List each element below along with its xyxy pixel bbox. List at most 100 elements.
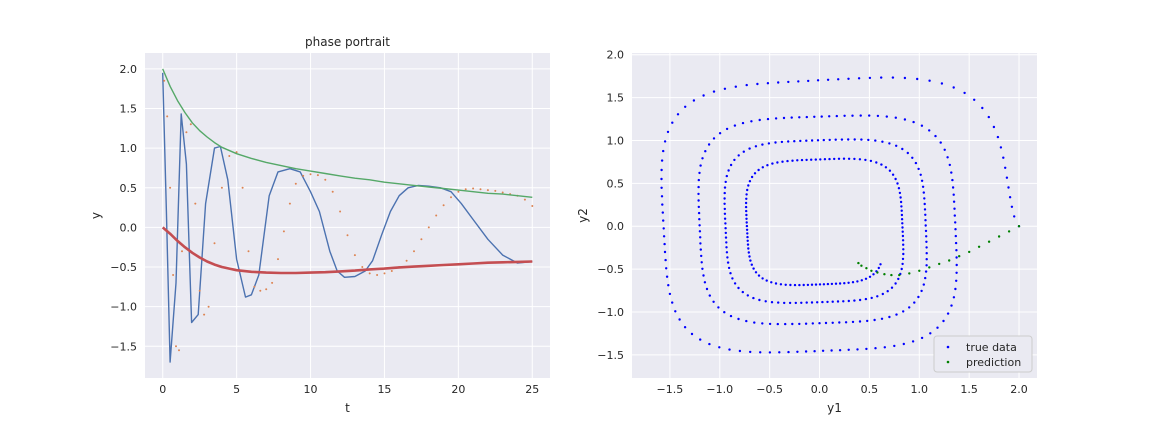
data-point bbox=[938, 262, 941, 266]
data-point bbox=[847, 348, 850, 351]
data-point bbox=[955, 271, 958, 274]
data-point bbox=[831, 321, 834, 324]
data-point bbox=[662, 235, 666, 238]
data-point bbox=[737, 286, 740, 290]
data-point bbox=[660, 159, 664, 162]
data-point bbox=[368, 272, 371, 275]
plot-area-background bbox=[632, 53, 1037, 378]
data-point bbox=[987, 115, 990, 119]
data-point bbox=[662, 219, 665, 222]
data-point bbox=[166, 115, 169, 118]
x-tick-label: 10 bbox=[304, 383, 318, 396]
data-point bbox=[805, 139, 808, 142]
data-point bbox=[744, 201, 748, 205]
data-point bbox=[928, 129, 931, 132]
data-point bbox=[900, 205, 903, 208]
data-point bbox=[738, 349, 742, 353]
data-point bbox=[761, 277, 764, 280]
data-point bbox=[847, 299, 850, 303]
data-point bbox=[678, 318, 681, 321]
data-point bbox=[265, 288, 268, 291]
data-point bbox=[888, 315, 891, 319]
data-point bbox=[725, 246, 728, 249]
data-point bbox=[819, 158, 822, 161]
data-point bbox=[781, 160, 784, 163]
data-point bbox=[788, 301, 792, 305]
data-point bbox=[777, 81, 780, 84]
data-point bbox=[999, 146, 1003, 149]
y-tick-label: 1.0 bbox=[120, 142, 138, 155]
data-point bbox=[235, 151, 238, 154]
data-point bbox=[761, 322, 764, 325]
y-tick-label: 2.0 bbox=[607, 49, 625, 62]
data-point bbox=[662, 149, 665, 153]
data-point bbox=[733, 124, 737, 127]
data-point bbox=[954, 241, 958, 245]
data-point bbox=[692, 99, 696, 102]
data-point bbox=[942, 319, 945, 323]
data-point bbox=[1007, 186, 1010, 189]
data-point bbox=[698, 230, 702, 233]
data-point bbox=[798, 322, 801, 326]
data-point bbox=[853, 138, 856, 141]
data-point bbox=[876, 271, 879, 274]
data-point bbox=[954, 228, 957, 231]
data-point bbox=[288, 202, 291, 205]
data-point bbox=[802, 283, 805, 287]
chart-title: phase portrait bbox=[305, 35, 390, 49]
data-point bbox=[758, 298, 761, 302]
data-point bbox=[701, 157, 704, 160]
data-point bbox=[973, 98, 976, 102]
data-point bbox=[727, 266, 731, 270]
data-point bbox=[860, 279, 863, 282]
data-point bbox=[799, 139, 802, 143]
data-point bbox=[811, 322, 814, 325]
data-point bbox=[856, 348, 859, 351]
data-point bbox=[948, 259, 951, 262]
data-point bbox=[699, 338, 702, 341]
data-point bbox=[997, 235, 1001, 238]
data-point bbox=[822, 138, 825, 142]
data-point bbox=[745, 213, 748, 217]
data-point bbox=[703, 281, 707, 284]
data-point bbox=[894, 116, 897, 119]
data-point bbox=[858, 298, 862, 302]
data-point bbox=[847, 138, 850, 141]
data-point bbox=[899, 200, 903, 204]
data-point bbox=[733, 282, 737, 285]
data-point bbox=[837, 157, 841, 160]
data-point bbox=[302, 174, 305, 177]
data-point bbox=[1005, 176, 1009, 179]
data-point bbox=[955, 279, 958, 282]
data-point bbox=[800, 301, 803, 304]
data-point bbox=[838, 349, 842, 352]
y-tick-label: −0.5 bbox=[110, 261, 137, 274]
data-point bbox=[830, 349, 833, 352]
data-point bbox=[783, 301, 786, 305]
data-point bbox=[712, 137, 716, 140]
data-point bbox=[859, 114, 862, 117]
data-point bbox=[717, 306, 720, 309]
data-point bbox=[954, 234, 957, 238]
data-point bbox=[746, 232, 749, 235]
data-point bbox=[796, 350, 799, 353]
data-point bbox=[745, 228, 749, 231]
data-point bbox=[724, 180, 727, 184]
data-point bbox=[661, 203, 664, 206]
data-point bbox=[486, 189, 489, 192]
data-point bbox=[810, 301, 814, 304]
data-point bbox=[805, 158, 808, 162]
data-point bbox=[701, 267, 704, 270]
data-point bbox=[924, 276, 927, 280]
data-point bbox=[919, 173, 922, 176]
data-point bbox=[726, 256, 729, 259]
data-point bbox=[674, 310, 677, 313]
data-point bbox=[752, 296, 755, 300]
data-point bbox=[479, 188, 482, 191]
data-point bbox=[987, 240, 991, 243]
data-point bbox=[824, 321, 828, 325]
data-point bbox=[725, 251, 729, 254]
data-point bbox=[737, 154, 740, 157]
data-point bbox=[981, 106, 984, 110]
data-point bbox=[810, 158, 813, 161]
